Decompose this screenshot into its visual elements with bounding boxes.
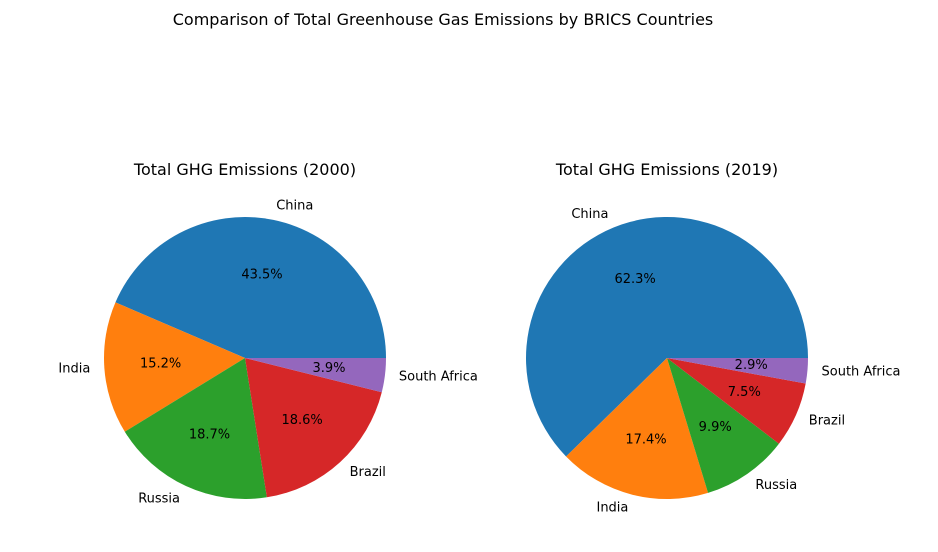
- pie-slice-south-africa-2000: [245, 358, 386, 393]
- pie-slice-south-africa-2019: [667, 358, 808, 384]
- pie-slice-brazil-2019: [667, 358, 806, 444]
- pie-label-russia-2000: Russia: [138, 491, 180, 506]
- pie-slice-china-2019: [525, 217, 808, 457]
- pie-slice-india-2000: [103, 302, 245, 432]
- pie-label-brazil-2000: Brazil: [350, 465, 386, 480]
- pie-label-india-2019: India: [596, 501, 628, 516]
- pie-slice-russia-2000: [124, 358, 267, 500]
- pie-label-russia-2019: Russia: [755, 478, 797, 493]
- pie-pct-south-africa-2000: 3.9%: [312, 361, 345, 376]
- pie-slices-2019: [525, 217, 808, 500]
- chart-title-2000: Total GHG Emissions (2000): [133, 160, 356, 179]
- pie-pct-china-2019: 62.3%: [614, 272, 655, 287]
- pie-pct-russia-2000: 18.7%: [189, 427, 230, 442]
- pie-label-south-africa-2000: South Africa: [399, 370, 478, 385]
- pie-pct-brazil-2019: 7.5%: [728, 385, 761, 400]
- pie-label-india-2000: India: [58, 362, 90, 377]
- pie-labels-2000: China 43.5% India 15.2% Russia 18.7% Brazil 18.…: [58, 199, 478, 507]
- pie-slice-brazil-2000: [245, 358, 382, 498]
- pie-pct-india-2019: 17.4%: [625, 432, 666, 447]
- pie-labels-2019: China 62.3% India 17.4% Russia 9.9% Brazil 7.5%…: [571, 207, 900, 516]
- pie-label-china-2000: China: [276, 199, 313, 214]
- pie-slice-russia-2019: [667, 358, 779, 493]
- pie-slices-2000: [103, 216, 386, 500]
- pie-slice-china-2000: [115, 216, 386, 358]
- pie-chart-2000: Total GHG Emissions (2000) China 43.5% Ind…: [58, 160, 478, 506]
- pie-slice-india-2019: [566, 358, 709, 500]
- pie-pct-brazil-2000: 18.6%: [281, 413, 322, 428]
- pie-pct-india-2000: 15.2%: [140, 357, 181, 372]
- pie-label-china-2019: China: [571, 207, 608, 222]
- pie-chart-2019: Total GHG Emissions (2019) China 62.3% Ind…: [525, 160, 901, 516]
- pie-label-brazil-2019: Brazil: [809, 413, 845, 428]
- chart-title-2019: Total GHG Emissions (2019): [555, 160, 778, 179]
- pie-pct-russia-2019: 9.9%: [699, 420, 732, 435]
- pie-label-south-africa-2019: South Africa: [822, 365, 901, 380]
- pie-pct-china-2000: 43.5%: [241, 268, 282, 283]
- figure-suptitle: Comparison of Total Greenhouse Gas Emiss…: [173, 10, 714, 29]
- pie-pct-south-africa-2019: 2.9%: [735, 358, 768, 373]
